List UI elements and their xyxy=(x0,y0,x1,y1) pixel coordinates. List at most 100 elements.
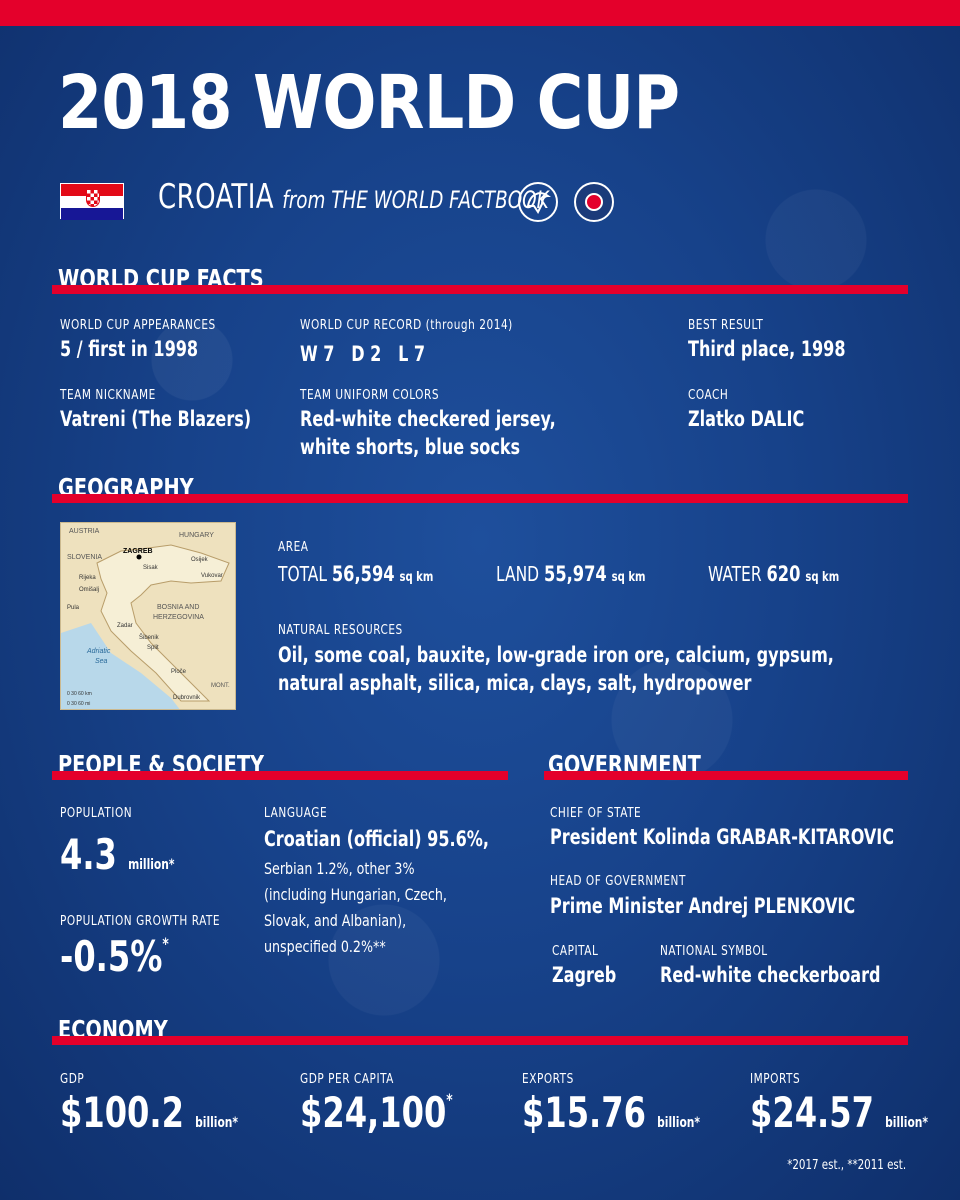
appearances-value: 5 / first in 1998 xyxy=(60,337,199,361)
map-label: Sea xyxy=(95,658,108,665)
map-label: Rijeka xyxy=(79,575,96,581)
map-label: Zadar xyxy=(117,623,133,629)
section-divider xyxy=(544,771,908,780)
gdp-per-capita: $24,100* xyxy=(300,1092,453,1134)
section-divider xyxy=(52,1036,908,1045)
section-divider xyxy=(52,285,908,294)
land-value: 55,974 xyxy=(544,562,607,586)
exports-value: $15.76 xyxy=(522,1088,646,1137)
record-label: WORLD CUP RECORD (through 2014) xyxy=(300,318,513,333)
water-unit: sq km xyxy=(805,570,840,585)
growth-value: -0.5% xyxy=(60,932,163,981)
map-label: Dubrovnik xyxy=(173,695,201,701)
gdp-unit: billion* xyxy=(195,1115,239,1131)
water-label: WATER xyxy=(708,562,762,586)
map-label: SLOVENIA xyxy=(67,554,102,561)
croatia-flag-icon xyxy=(60,183,124,220)
map-label: Sisak xyxy=(143,565,159,571)
uniform-value-line2: white shorts, blue socks xyxy=(300,435,521,459)
section-divider xyxy=(52,494,908,503)
resources-line2: natural asphalt, silica, mica, clays, sa… xyxy=(278,671,752,695)
growth-footnote-mark: * xyxy=(162,934,169,953)
map-label: Pula xyxy=(67,605,80,611)
map-label: Šibenik xyxy=(139,634,160,641)
population-label: POPULATION xyxy=(60,806,133,821)
language-line2: (including Hungarian, Czech, xyxy=(264,885,447,904)
page-title: 2018 WORLD CUP xyxy=(58,60,680,146)
croatia-map: AUSTRIA HUNGARY SLOVENIA ZAGREB Sisak Os… xyxy=(60,522,236,710)
population: 4.3 million* xyxy=(60,834,174,876)
population-unit: million* xyxy=(128,857,175,873)
map-label: Adriatic xyxy=(86,648,111,655)
map-label: Omišalj xyxy=(79,587,99,593)
exports: $15.76 billion* xyxy=(522,1092,700,1134)
map-scale: 0 30 60 km xyxy=(67,691,92,697)
imports-value: $24.57 xyxy=(750,1088,874,1137)
population-value: 4.3 xyxy=(60,830,117,879)
area-land: LAND 55,974 sq km xyxy=(496,562,645,586)
cia-seal-icon xyxy=(574,182,614,222)
nickname-label: TEAM NICKNAME xyxy=(60,388,156,403)
coach-value: Zlatko DALIC xyxy=(688,407,805,431)
language-line4: unspecified 0.2%** xyxy=(264,937,386,956)
head-of-government-value: Prime Minister Andrej PLENKOVIC xyxy=(550,894,856,918)
total-value: 56,594 xyxy=(331,562,395,586)
language-label: LANGUAGE xyxy=(264,806,328,821)
map-label: HERZEGOVINA xyxy=(153,614,204,621)
gdp-label: GDP xyxy=(60,1072,85,1087)
resources-label: NATURAL RESOURCES xyxy=(278,623,403,638)
resources-line1: Oil, some coal, bauxite, low-grade iron … xyxy=(278,643,834,667)
map-label: AUSTRIA xyxy=(69,528,100,535)
section-divider xyxy=(52,771,508,780)
uniform-value-line1: Red-white checkered jersey, xyxy=(300,407,556,431)
land-label: LAND xyxy=(496,562,540,586)
chief-of-state-value: President Kolinda GRABAR-KITAROVIC xyxy=(550,825,895,849)
subtitle: CROATIA from THE WORLD FACTBOOK xyxy=(158,180,549,214)
map-label: ZAGREB xyxy=(123,548,153,555)
national-symbol-label: NATIONAL SYMBOL xyxy=(660,944,768,959)
imports-unit: billion* xyxy=(885,1115,929,1131)
gdp: $100.2 billion* xyxy=(60,1092,238,1134)
coach-label: COACH xyxy=(688,388,729,403)
best-result-label: BEST RESULT xyxy=(688,318,764,333)
footnote: *2017 est., **2011 est. xyxy=(787,1158,906,1173)
country-name: CROATIA xyxy=(158,177,275,217)
gdp-per-capita-label: GDP PER CAPITA xyxy=(300,1072,394,1087)
water-value: 620 xyxy=(766,562,801,586)
map-label: Vukovar xyxy=(201,573,223,579)
chief-of-state-label: CHIEF OF STATE xyxy=(550,806,642,821)
top-red-bar xyxy=(0,0,960,26)
total-unit: sq km xyxy=(399,570,434,585)
imports: $24.57 billion* xyxy=(750,1092,928,1134)
map-label: MONT. xyxy=(211,683,230,689)
gdp-per-capita-footnote-mark: * xyxy=(446,1090,453,1109)
growth-label: POPULATION GROWTH RATE xyxy=(60,914,221,929)
language-main: Croatian (official) 95.6%, xyxy=(264,827,489,851)
map-label: Split xyxy=(147,645,159,651)
source-text: from THE WORLD FACTBOOK xyxy=(282,186,549,214)
area-total: TOTAL 56,594 sq km xyxy=(278,562,433,586)
nickname-value: Vatreni (The Blazers) xyxy=(60,407,252,431)
uniform-label: TEAM UNIFORM COLORS xyxy=(300,388,440,403)
map-label: BOSNIA AND xyxy=(157,604,199,611)
best-result-value: Third place, 1998 xyxy=(688,337,846,361)
map-label: HUNGARY xyxy=(179,532,214,539)
appearances-label: WORLD CUP APPEARANCES xyxy=(60,318,216,333)
gdp-per-capita-value: $24,100 xyxy=(300,1088,447,1137)
capital-label: CAPITAL xyxy=(552,944,599,959)
area-label: AREA xyxy=(278,540,309,555)
head-of-government-label: HEAD OF GOVERNMENT xyxy=(550,874,686,889)
land-unit: sq km xyxy=(611,570,646,585)
language-line3: Slovak, and Albanian), xyxy=(264,911,407,930)
map-label: Osijek xyxy=(191,557,209,563)
gdp-value: $100.2 xyxy=(60,1088,184,1137)
area-water: WATER 620 sq km xyxy=(708,562,839,586)
map-scale: 0 30 60 mi xyxy=(67,701,90,707)
capital-value: Zagreb xyxy=(552,963,617,987)
eagle-seal-icon xyxy=(518,182,558,222)
exports-label: EXPORTS xyxy=(522,1072,574,1087)
national-symbol-value: Red-white checkerboard xyxy=(660,963,881,987)
record-value: W 7 D 2 L 7 xyxy=(300,342,426,366)
map-label: Ploče xyxy=(171,669,187,675)
imports-label: IMPORTS xyxy=(750,1072,801,1087)
